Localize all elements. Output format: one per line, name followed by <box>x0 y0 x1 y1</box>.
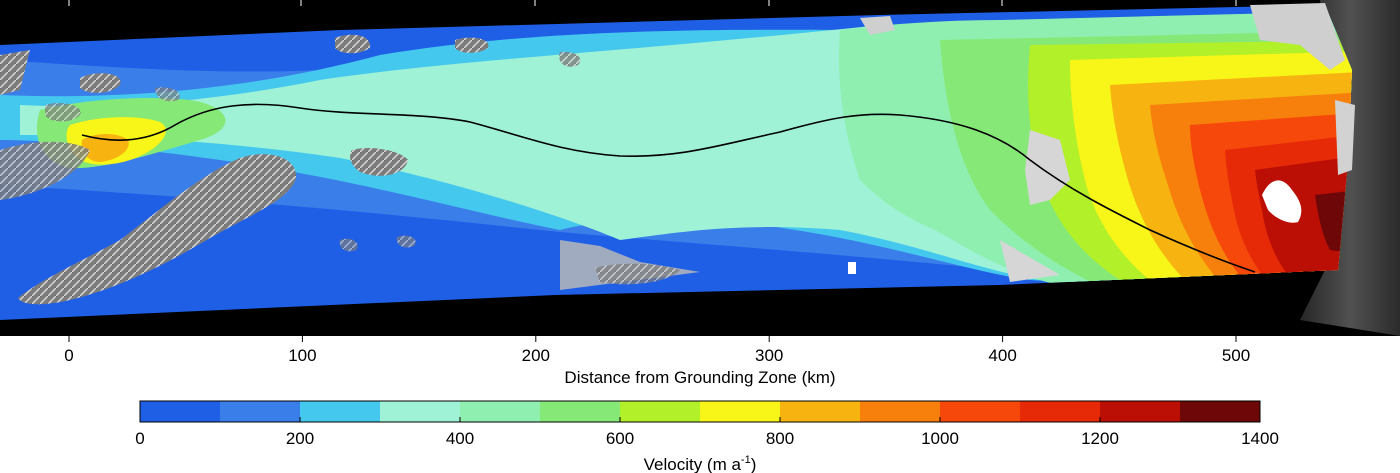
colorbar-tick-label: 1200 <box>1081 429 1119 448</box>
rock-outcrops <box>0 34 680 305</box>
colorbar-bin <box>860 401 940 422</box>
x-tick-label: 500 <box>1222 346 1250 365</box>
colorbar-bin <box>1180 401 1260 422</box>
velocity-colorbar: 0 200 400 600 800 1000 1200 1400 <box>135 400 1279 448</box>
colorbar-tick-label: 0 <box>135 429 144 448</box>
map-top-ticks <box>68 0 1237 6</box>
colorbar-frame <box>139 400 1261 423</box>
colorbar-tick-label: 400 <box>446 429 474 448</box>
colorbar-bin <box>780 401 860 422</box>
colorbar-bin <box>220 401 300 422</box>
colorbar-title-main: Velocity (m a <box>644 455 742 473</box>
velocity-field <box>0 5 1352 320</box>
colorbar-bin <box>540 401 620 422</box>
x-tick-label: 300 <box>755 346 783 365</box>
x-tick-label: 400 <box>988 346 1016 365</box>
colorbar-tick-label: 1000 <box>921 429 959 448</box>
rock-outcrop-large <box>18 154 297 305</box>
colorbar-title-close: ) <box>751 455 757 473</box>
colorbar-tick-label: 1400 <box>1241 429 1279 448</box>
colorbar-tick-label: 600 <box>606 429 634 448</box>
colorbar-tick-label: 800 <box>766 429 794 448</box>
colorbar-bin <box>620 401 700 422</box>
colorbar-bin <box>140 401 220 422</box>
x-tick-label: 200 <box>522 346 550 365</box>
x-axis: 0 100 200 300 400 500 <box>64 336 1250 365</box>
colorbar-title-superscript: -1 <box>741 454 751 466</box>
colorbar-bin <box>1100 401 1180 422</box>
colorbar-bin <box>940 401 1020 422</box>
colorbar-bin <box>700 401 780 422</box>
colorbar-bin <box>1020 401 1100 422</box>
x-tick-label: 100 <box>288 346 316 365</box>
colorbar-title: Velocity (m a-1) <box>644 454 757 473</box>
x-tick-label: 0 <box>64 346 73 365</box>
colorbar-bin <box>300 401 380 422</box>
colorbar-tick-label: 200 <box>286 429 314 448</box>
flowline <box>81 103 1256 273</box>
colorbar-bin <box>380 401 460 422</box>
colorbar-bin <box>460 401 540 422</box>
x-axis-title: Distance from Grounding Zone (km) <box>564 368 835 387</box>
